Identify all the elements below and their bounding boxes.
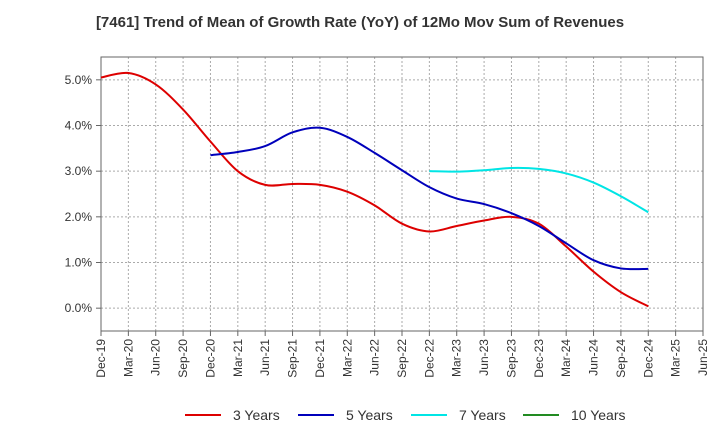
legend-item-7-years: 7 Years bbox=[411, 404, 506, 426]
legend-label-7-years: 7 Years bbox=[459, 407, 506, 423]
x-tick-label: Mar-20 bbox=[121, 339, 135, 377]
x-tick-label: Sep-23 bbox=[504, 339, 518, 378]
legend-swatch-10-years bbox=[523, 414, 559, 416]
x-tick-label: Mar-22 bbox=[340, 339, 354, 377]
x-tick-label: Mar-25 bbox=[669, 339, 683, 377]
legend-item-3-years: 3 Years bbox=[185, 404, 280, 426]
x-tick-label: Sep-21 bbox=[286, 339, 300, 378]
x-tick-label: Jun-23 bbox=[477, 339, 491, 376]
legend: 3 Years 5 Years 7 Years 10 Years bbox=[0, 404, 720, 428]
x-tick-label: Jun-21 bbox=[258, 339, 272, 376]
series-lines bbox=[100, 71, 649, 308]
x-tick-label: Dec-22 bbox=[422, 339, 436, 378]
chart-title: [7461] Trend of Mean of Growth Rate (YoY… bbox=[95, 14, 625, 31]
x-tick-label: Sep-22 bbox=[395, 339, 409, 378]
x-tick-label: Dec-21 bbox=[313, 339, 327, 378]
x-tick-label: Mar-24 bbox=[559, 339, 573, 377]
x-tick-label: Mar-21 bbox=[231, 339, 245, 377]
legend-swatch-3-years bbox=[185, 414, 221, 416]
y-tick-label: 1.0% bbox=[65, 256, 93, 270]
y-tick-label: 5.0% bbox=[65, 73, 93, 87]
legend-swatch-5-years bbox=[298, 414, 334, 416]
legend-swatch-7-years bbox=[411, 414, 447, 416]
y-tick-label: 0.0% bbox=[65, 301, 93, 315]
x-tick-label: Dec-20 bbox=[203, 339, 217, 378]
grid bbox=[101, 57, 703, 331]
x-axis-ticks: Dec-19 Mar-20 Jun-20 Sep-20 Dec-20 Mar-21 Jun-… bbox=[94, 331, 710, 378]
x-tick-label: Jun-25 bbox=[696, 339, 710, 376]
x-tick-label: Jun-24 bbox=[587, 339, 601, 376]
x-tick-label: Jun-22 bbox=[368, 339, 382, 376]
y-tick-label: 4.0% bbox=[65, 119, 93, 133]
x-tick-label: Dec-23 bbox=[532, 339, 546, 378]
series-line-5-years bbox=[210, 126, 649, 271]
x-tick-label: Sep-20 bbox=[176, 339, 190, 378]
legend-label-3-years: 3 Years bbox=[233, 407, 280, 423]
y-tick-label: 2.0% bbox=[65, 210, 93, 224]
y-axis-ticks: 0.0% 1.0% 2.0% 3.0% 4.0% 5.0% bbox=[65, 73, 101, 315]
x-tick-label: Jun-20 bbox=[149, 339, 163, 376]
series-line-7-years bbox=[429, 166, 649, 214]
x-tick-label: Dec-24 bbox=[641, 339, 655, 378]
legend-label-5-years: 5 Years bbox=[346, 407, 393, 423]
legend-item-5-years: 5 Years bbox=[298, 404, 393, 426]
x-tick-label: Mar-23 bbox=[450, 339, 464, 377]
x-tick-label: Sep-24 bbox=[614, 339, 628, 378]
legend-label-10-years: 10 Years bbox=[571, 407, 626, 423]
y-tick-label: 3.0% bbox=[65, 164, 93, 178]
legend-item-10-years: 10 Years bbox=[523, 404, 626, 426]
x-tick-label: Dec-19 bbox=[94, 339, 108, 378]
